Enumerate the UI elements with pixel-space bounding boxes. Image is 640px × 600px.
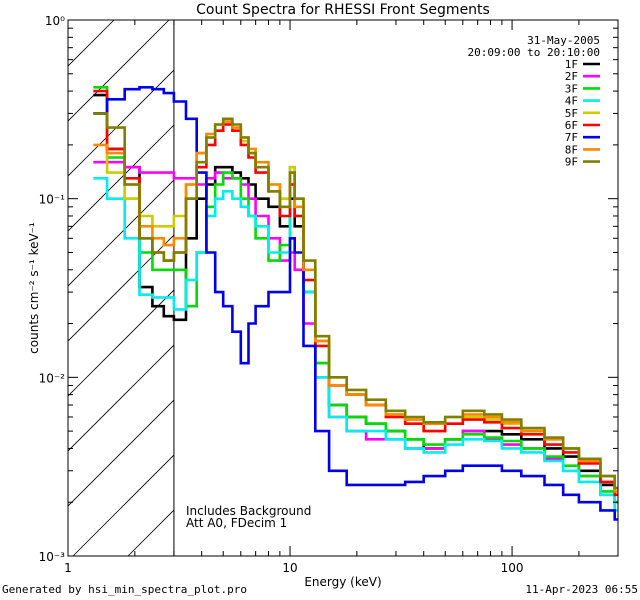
footer-timestamp: 11-Apr-2023 06:55: [525, 583, 638, 596]
hatch-line: [68, 399, 174, 507]
hatch-line: [68, 20, 170, 122]
legend-label-5F: 5F: [565, 107, 578, 120]
date-label: 31-May-2005: [527, 34, 600, 47]
hatch-line: [72, 454, 174, 556]
legend-label-8F: 8F: [565, 143, 578, 156]
legend-label-9F: 9F: [565, 156, 578, 169]
time-label: 20:09:00 to 20:10:00: [468, 46, 600, 59]
x-tick-label: 10: [282, 561, 297, 575]
legend-label-4F: 4F: [565, 95, 578, 108]
annotation-line: Att A0, FDecim 1: [186, 516, 287, 530]
x-axis-label: Energy (keV): [304, 575, 381, 589]
plot-frame: [67, 19, 619, 557]
chart-title: Count Spectra for RHESSI Front Segments: [196, 2, 490, 18]
y-tick-label: 10⁻³: [39, 550, 66, 564]
footer-generated-by: Generated by hsi_min_spectra_plot.pro: [2, 583, 248, 596]
y-tick-label: 10⁻²: [39, 371, 66, 385]
y-tick-label: 10⁻¹: [39, 193, 66, 207]
legend-label-3F: 3F: [565, 82, 578, 95]
y-tick-label: 10⁰: [45, 14, 65, 28]
axis-ticks: [67, 19, 619, 557]
x-tick-label: 100: [501, 561, 524, 575]
x-tick-label: 1: [64, 561, 72, 575]
series-line-9F: [93, 112, 618, 490]
legend-label-7F: 7F: [565, 131, 578, 144]
annotation-line: Includes Background: [186, 504, 311, 518]
legend-label-6F: 6F: [565, 119, 578, 132]
shaded-region: [68, 20, 175, 556]
series-line-7F: [93, 86, 618, 521]
series-layer: [93, 86, 618, 521]
legend-label-1F: 1F: [565, 58, 578, 71]
y-axis-label: counts cm⁻² s⁻¹ keV⁻¹: [27, 222, 41, 354]
hatch-line: [68, 234, 174, 342]
tick-labels: 1 10 100 10⁻³ 10⁻² 10⁻¹ 10⁰: [39, 14, 524, 575]
legend-label-2F: 2F: [565, 70, 578, 83]
hatch-line: [68, 69, 174, 177]
